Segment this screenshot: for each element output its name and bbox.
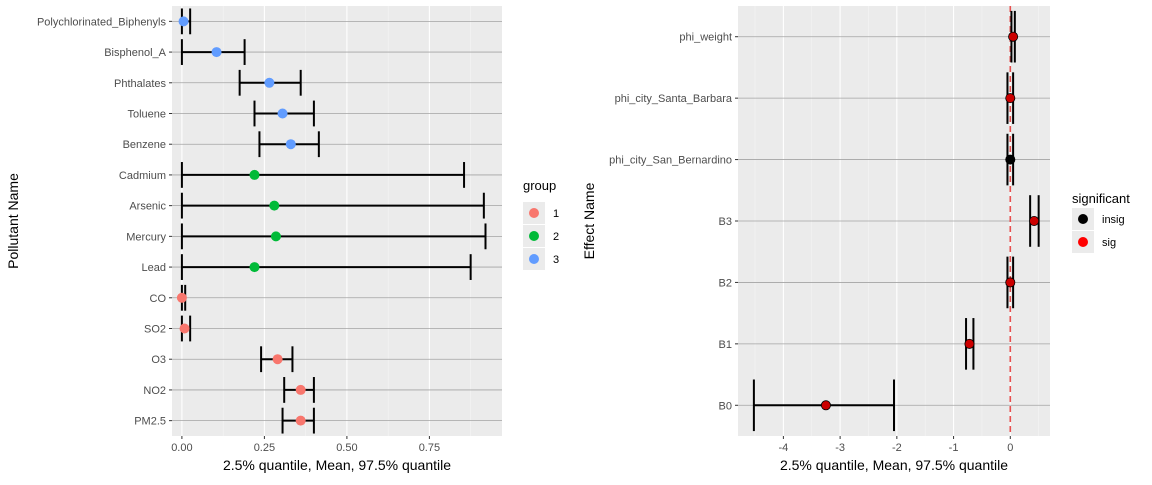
legend-swatch-left (529, 254, 539, 264)
legend-label-left: 3 (553, 254, 559, 266)
mean-point-sig (965, 339, 974, 349)
mean-point-sig (821, 401, 831, 410)
y-tick-label-left: Benzene (123, 139, 166, 151)
mean-point (285, 139, 296, 150)
mean-point (277, 108, 288, 119)
x-tick-label-left: 0.00 (171, 442, 192, 454)
legend-label-right: sig (1102, 237, 1116, 249)
y-axis-title-right: Effect Name (581, 182, 597, 259)
x-tick-label-right: -4 (778, 442, 788, 454)
y-tick-label-left: Toluene (127, 109, 166, 121)
mean-point (295, 415, 306, 426)
x-tick-label-right: -3 (835, 442, 845, 454)
mean-point (272, 354, 283, 365)
x-tick-label-right: -1 (949, 442, 959, 454)
x-tick-label-left: 0.25 (254, 442, 275, 454)
y-tick-label-left: Bisphenol_A (104, 47, 166, 59)
mean-point (264, 77, 275, 88)
mean-point (269, 200, 280, 211)
y-tick-label-left: O3 (151, 354, 166, 366)
legend-swatch-left (529, 208, 539, 218)
y-tick-label-right: B1 (719, 339, 732, 351)
mean-point-sig (1006, 278, 1015, 287)
y-tick-label-left: Phthalates (114, 78, 166, 90)
y-tick-label-left: NO2 (143, 385, 166, 397)
y-tick-label-left: Mercury (126, 231, 166, 243)
mean-point-sig (1006, 93, 1015, 103)
mean-point-insig (1005, 154, 1016, 165)
y-tick-label-right: phi_city_Santa_Barbara (615, 93, 733, 105)
legend-label-left: 2 (553, 231, 559, 243)
mean-point (179, 323, 190, 334)
y-tick-label-right: phi_city_San_Bernardino (609, 155, 732, 167)
legend-label-right: insig (1102, 214, 1125, 226)
mean-point (211, 47, 222, 58)
legend-title-right: significant (1072, 191, 1130, 206)
x-tick-label-left: 0.75 (419, 442, 440, 454)
mean-point-sig (1008, 32, 1018, 41)
y-axis-title-left: Pollutant Name (5, 173, 21, 269)
mean-point (270, 231, 281, 242)
y-tick-label-left: CO (150, 293, 167, 305)
panel-background-left (172, 6, 502, 436)
legend-swatch-right (1078, 214, 1088, 224)
mean-point (178, 16, 189, 27)
x-axis-title-left: 2.5% quantile, Mean, 97.5% quantile (223, 457, 451, 473)
legend-label-left: 1 (553, 208, 559, 220)
y-tick-label-left: SO2 (144, 324, 166, 336)
y-tick-label-left: PM2.5 (134, 416, 166, 428)
x-axis-title-right: 2.5% quantile, Mean, 97.5% quantile (780, 457, 1008, 473)
y-tick-label-right: phi_weight (679, 32, 732, 44)
x-tick-label-right: -2 (892, 442, 902, 454)
mean-point (295, 384, 306, 395)
y-tick-label-left: Lead (142, 262, 166, 274)
y-tick-label-left: Polychlorinated_Biphenyls (37, 16, 167, 28)
legend-title-left: group (523, 178, 556, 193)
y-tick-label-left: Arsenic (129, 201, 166, 213)
x-tick-label-left: 0.50 (336, 442, 357, 454)
mean-point (176, 292, 187, 303)
y-tick-label-left: Cadmium (119, 170, 166, 182)
mean-point-sig (1029, 216, 1039, 226)
y-tick-label-right: B2 (719, 277, 732, 289)
legend-swatch-left (529, 231, 539, 241)
y-tick-label-right: B0 (719, 400, 732, 412)
legend-swatch-right (1078, 237, 1088, 247)
mean-point (249, 262, 260, 273)
x-tick-label-right: 0 (1007, 442, 1013, 454)
mean-point (249, 169, 260, 180)
y-tick-label-right: B3 (719, 216, 732, 228)
